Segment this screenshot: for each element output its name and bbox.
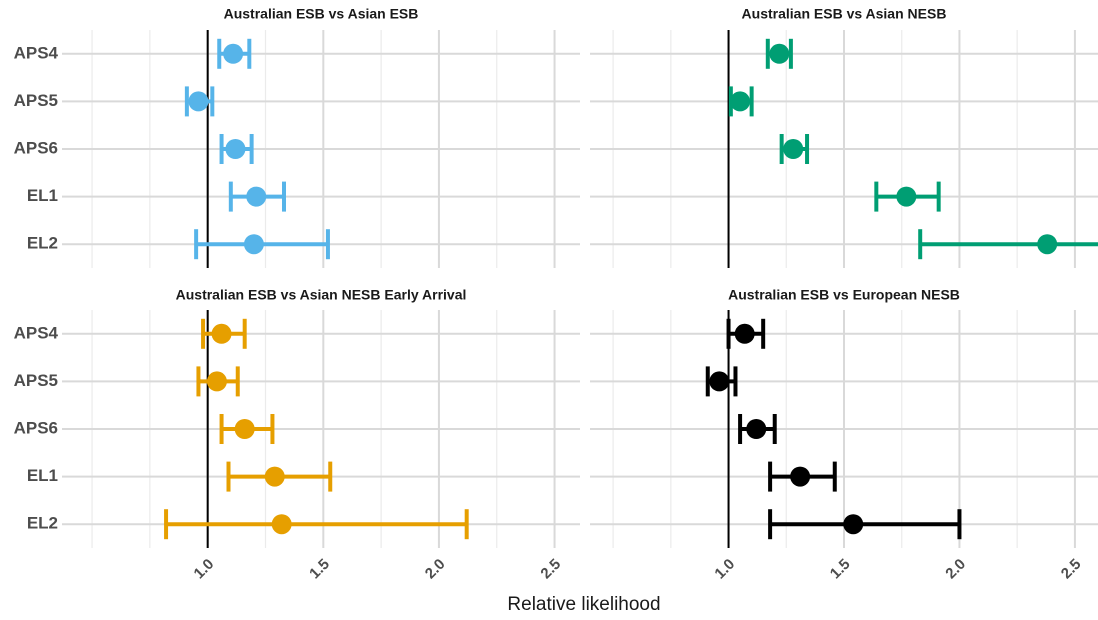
- marks: [184, 38, 330, 260]
- whisker: [164, 509, 469, 540]
- point: [225, 139, 246, 159]
- y-tick-label: APS4: [14, 323, 59, 342]
- x-tick-label: 1.5: [827, 556, 854, 583]
- x-axis-title: Relative likelihood: [507, 594, 660, 615]
- point: [206, 371, 227, 392]
- point: [896, 186, 917, 207]
- whisker: [918, 229, 1098, 260]
- y-tick-label: APS6: [14, 418, 58, 437]
- y-tick-label: APS4: [14, 43, 59, 62]
- marks: [728, 38, 1098, 260]
- y-tick-label: APS6: [14, 138, 58, 157]
- y-tick-label: APS5: [14, 371, 58, 390]
- point: [271, 514, 292, 535]
- y-tick-label: APS5: [14, 91, 58, 110]
- point: [264, 466, 285, 487]
- panel-title: Australian ESB vs Asian NESB: [742, 6, 947, 22]
- point: [783, 139, 804, 159]
- point: [211, 323, 232, 344]
- point: [746, 419, 767, 439]
- point: [243, 234, 264, 255]
- point: [246, 186, 267, 207]
- point: [843, 514, 864, 535]
- point: [188, 91, 209, 112]
- x-tick-label: 2.5: [537, 556, 564, 583]
- point: [790, 466, 811, 487]
- x-tick-label: 2.0: [422, 556, 449, 583]
- point: [769, 43, 790, 64]
- y-tick-label: EL2: [27, 514, 58, 533]
- x-tick-label: 1.5: [306, 556, 333, 583]
- x-tick-label: 2.0: [942, 556, 969, 583]
- whisker: [768, 509, 962, 540]
- panel-title: Australian ESB vs European NESB: [728, 287, 960, 303]
- point: [223, 43, 244, 64]
- grid: [590, 30, 1098, 268]
- marks: [164, 318, 469, 540]
- y-tick-label: EL1: [27, 186, 58, 205]
- marks: [705, 318, 962, 540]
- y-tick-label: EL2: [27, 234, 58, 253]
- point: [734, 323, 755, 344]
- x-tick-label: 1.0: [711, 556, 738, 583]
- point: [234, 419, 255, 439]
- point: [709, 371, 730, 392]
- panel-title: Australian ESB vs Asian NESB Early Arriv…: [176, 287, 467, 303]
- grid: [62, 30, 580, 268]
- grid: [62, 310, 580, 548]
- point: [1037, 234, 1058, 255]
- y-tick-label: EL1: [27, 466, 58, 485]
- x-tick-label: 1.0: [191, 556, 218, 583]
- point: [730, 91, 751, 112]
- panel-title: Australian ESB vs Asian ESB: [224, 6, 419, 22]
- grid: [590, 310, 1098, 548]
- x-tick-label: 2.5: [1058, 556, 1085, 583]
